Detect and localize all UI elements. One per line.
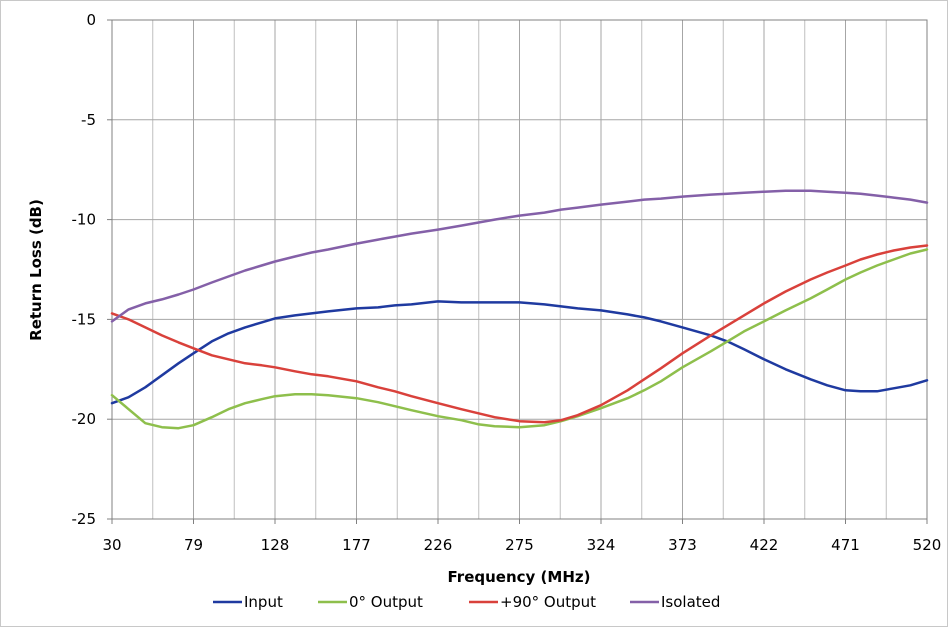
- legend-label: Isolated: [661, 593, 720, 611]
- series-line-0-output: [110, 248, 929, 430]
- x-tick-label: 30: [102, 536, 121, 554]
- x-tick-label: 128: [261, 536, 290, 554]
- legend-label: Input: [244, 593, 283, 611]
- y-tick-label: -15: [72, 310, 97, 328]
- legend-label: 0° Output: [349, 593, 423, 611]
- legend-label: +90° Output: [500, 593, 596, 611]
- series-line-90-output: [110, 244, 929, 424]
- y-tick-label: -5: [81, 111, 96, 129]
- y-axis-ticks: 0 -5 -10 -15 -20 -25: [72, 11, 112, 528]
- y-tick-label: -10: [72, 211, 97, 229]
- x-tick-label: 79: [184, 536, 203, 554]
- x-axis-title: Frequency (MHz): [448, 568, 591, 586]
- series-lines: [110, 189, 929, 430]
- y-axis-title: Return Loss (dB): [27, 199, 45, 341]
- x-tick-label: 324: [587, 536, 616, 554]
- y-tick-label: -20: [72, 410, 97, 428]
- y-tick-label: -25: [72, 510, 97, 528]
- legend: Input 0° Output +90° Output Isolated: [213, 593, 720, 611]
- x-tick-label: 226: [424, 536, 453, 554]
- x-axis-ticks: 30 79 128 177 226 275 324 373 422 471 520: [102, 519, 941, 554]
- x-tick-label: 520: [913, 536, 942, 554]
- x-tick-label: 422: [750, 536, 779, 554]
- x-tick-label: 275: [505, 536, 534, 554]
- gridlines: [111, 19, 928, 520]
- series-line-input: [110, 300, 929, 405]
- series-line-isolated: [110, 189, 929, 323]
- x-tick-label: 373: [668, 536, 697, 554]
- y-tick-label: 0: [86, 11, 96, 29]
- x-tick-label: 471: [831, 536, 860, 554]
- x-tick-label: 177: [342, 536, 371, 554]
